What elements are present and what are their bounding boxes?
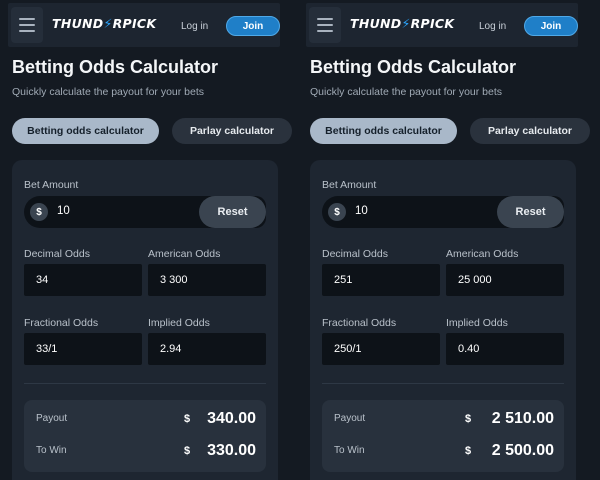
result-box: Payout $ 2 510.00 To Win $ 2 500.00 <box>322 400 564 472</box>
thunderpick-logo[interactable]: THUND⚡RPICK <box>350 16 455 31</box>
login-link[interactable]: Log in <box>479 21 507 32</box>
bet-amount-value[interactable]: 10 <box>355 205 368 217</box>
fractional-odds-label: Fractional Odds <box>24 317 99 329</box>
bet-amount-value[interactable]: 10 <box>57 205 70 217</box>
fractional-odds-value[interactable]: 250/1 <box>334 343 362 355</box>
decimal-odds-label: Decimal Odds <box>24 248 90 260</box>
to-win-dollar-icon: $ <box>184 445 191 457</box>
to-win-value: 330.00 <box>207 442 256 459</box>
american-odds-value[interactable]: 25 000 <box>458 274 492 286</box>
join-button[interactable]: Join <box>524 16 578 36</box>
to-win-label: To Win <box>36 445 67 456</box>
implied-odds-label: Implied Odds <box>446 317 508 329</box>
join-button[interactable]: Join <box>226 16 280 36</box>
decimal-odds-value[interactable]: 251 <box>334 274 353 286</box>
thunderpick-logo[interactable]: THUND⚡RPICK <box>52 16 157 31</box>
bet-amount-label: Bet Amount <box>24 179 79 191</box>
implied-odds-value[interactable]: 0.40 <box>458 343 480 355</box>
payout-value: 340.00 <box>207 410 256 427</box>
tab-betting-odds-calculator[interactable]: Betting odds calculator <box>310 118 457 144</box>
american-odds-label: American Odds <box>148 248 221 260</box>
implied-odds-label: Implied Odds <box>148 317 210 329</box>
fractional-odds-input[interactable]: 33/1 <box>24 333 142 365</box>
calculator-card: Bet Amount $ 10 Reset Decimal Odds 34 Am… <box>12 160 278 480</box>
top-nav-bar: THUND⚡RPICK Log in Join <box>8 3 280 47</box>
decimal-odds-input[interactable]: 34 <box>24 264 142 296</box>
lightning-bolt-icon: ⚡ <box>103 16 113 31</box>
tab-betting-odds-calculator[interactable]: Betting odds calculator <box>12 118 159 144</box>
hamburger-menu-icon[interactable] <box>11 7 43 43</box>
divider <box>322 383 564 384</box>
dollar-icon: $ <box>328 203 346 221</box>
implied-odds-input[interactable]: 0.40 <box>446 333 564 365</box>
american-odds-label: American Odds <box>446 248 519 260</box>
fractional-odds-value[interactable]: 33/1 <box>36 343 58 355</box>
page-title: Betting Odds Calculator <box>310 57 517 77</box>
dollar-icon: $ <box>30 203 48 221</box>
reset-button[interactable]: Reset <box>199 196 266 228</box>
american-odds-value[interactable]: 3 300 <box>160 274 188 286</box>
fractional-odds-input[interactable]: 250/1 <box>322 333 440 365</box>
payout-label: Payout <box>36 413 68 424</box>
page-title: Betting Odds Calculator <box>12 57 219 77</box>
top-nav-bar: THUND⚡RPICK Log in Join <box>306 3 578 47</box>
calculator-panel-left: THUND⚡RPICK Log in Join Betting Odds Cal… <box>2 0 292 480</box>
tab-parlay-calculator[interactable]: Parlay calculator <box>172 118 292 144</box>
hamburger-menu-icon[interactable] <box>309 7 341 43</box>
calculator-panel-right: THUND⚡RPICK Log in Join Betting Odds Cal… <box>300 0 590 480</box>
fractional-odds-label: Fractional Odds <box>322 317 397 329</box>
login-link[interactable]: Log in <box>181 21 209 32</box>
payout-dollar-icon: $ <box>465 413 472 425</box>
to-win-label: To Win <box>334 445 365 456</box>
result-box: Payout $ 340.00 To Win $ 330.00 <box>24 400 266 472</box>
american-odds-input[interactable]: 25 000 <box>446 264 564 296</box>
to-win-value: 2 500.00 <box>491 442 554 459</box>
calculator-card: Bet Amount $ 10 Reset Decimal Odds 251 A… <box>310 160 576 480</box>
payout-value: 2 510.00 <box>491 410 554 427</box>
reset-button[interactable]: Reset <box>497 196 564 228</box>
page-subtitle: Quickly calculate the payout for your be… <box>310 86 503 98</box>
decimal-odds-value[interactable]: 34 <box>36 274 49 286</box>
implied-odds-input[interactable]: 2.94 <box>148 333 266 365</box>
to-win-dollar-icon: $ <box>465 445 472 457</box>
payout-dollar-icon: $ <box>184 413 191 425</box>
implied-odds-value[interactable]: 2.94 <box>160 343 182 355</box>
divider <box>24 383 266 384</box>
decimal-odds-label: Decimal Odds <box>322 248 388 260</box>
tab-parlay-calculator[interactable]: Parlay calculator <box>470 118 590 144</box>
decimal-odds-input[interactable]: 251 <box>322 264 440 296</box>
bet-amount-label: Bet Amount <box>322 179 377 191</box>
page-subtitle: Quickly calculate the payout for your be… <box>12 86 205 98</box>
payout-label: Payout <box>334 413 366 424</box>
american-odds-input[interactable]: 3 300 <box>148 264 266 296</box>
lightning-bolt-icon: ⚡ <box>401 16 411 31</box>
